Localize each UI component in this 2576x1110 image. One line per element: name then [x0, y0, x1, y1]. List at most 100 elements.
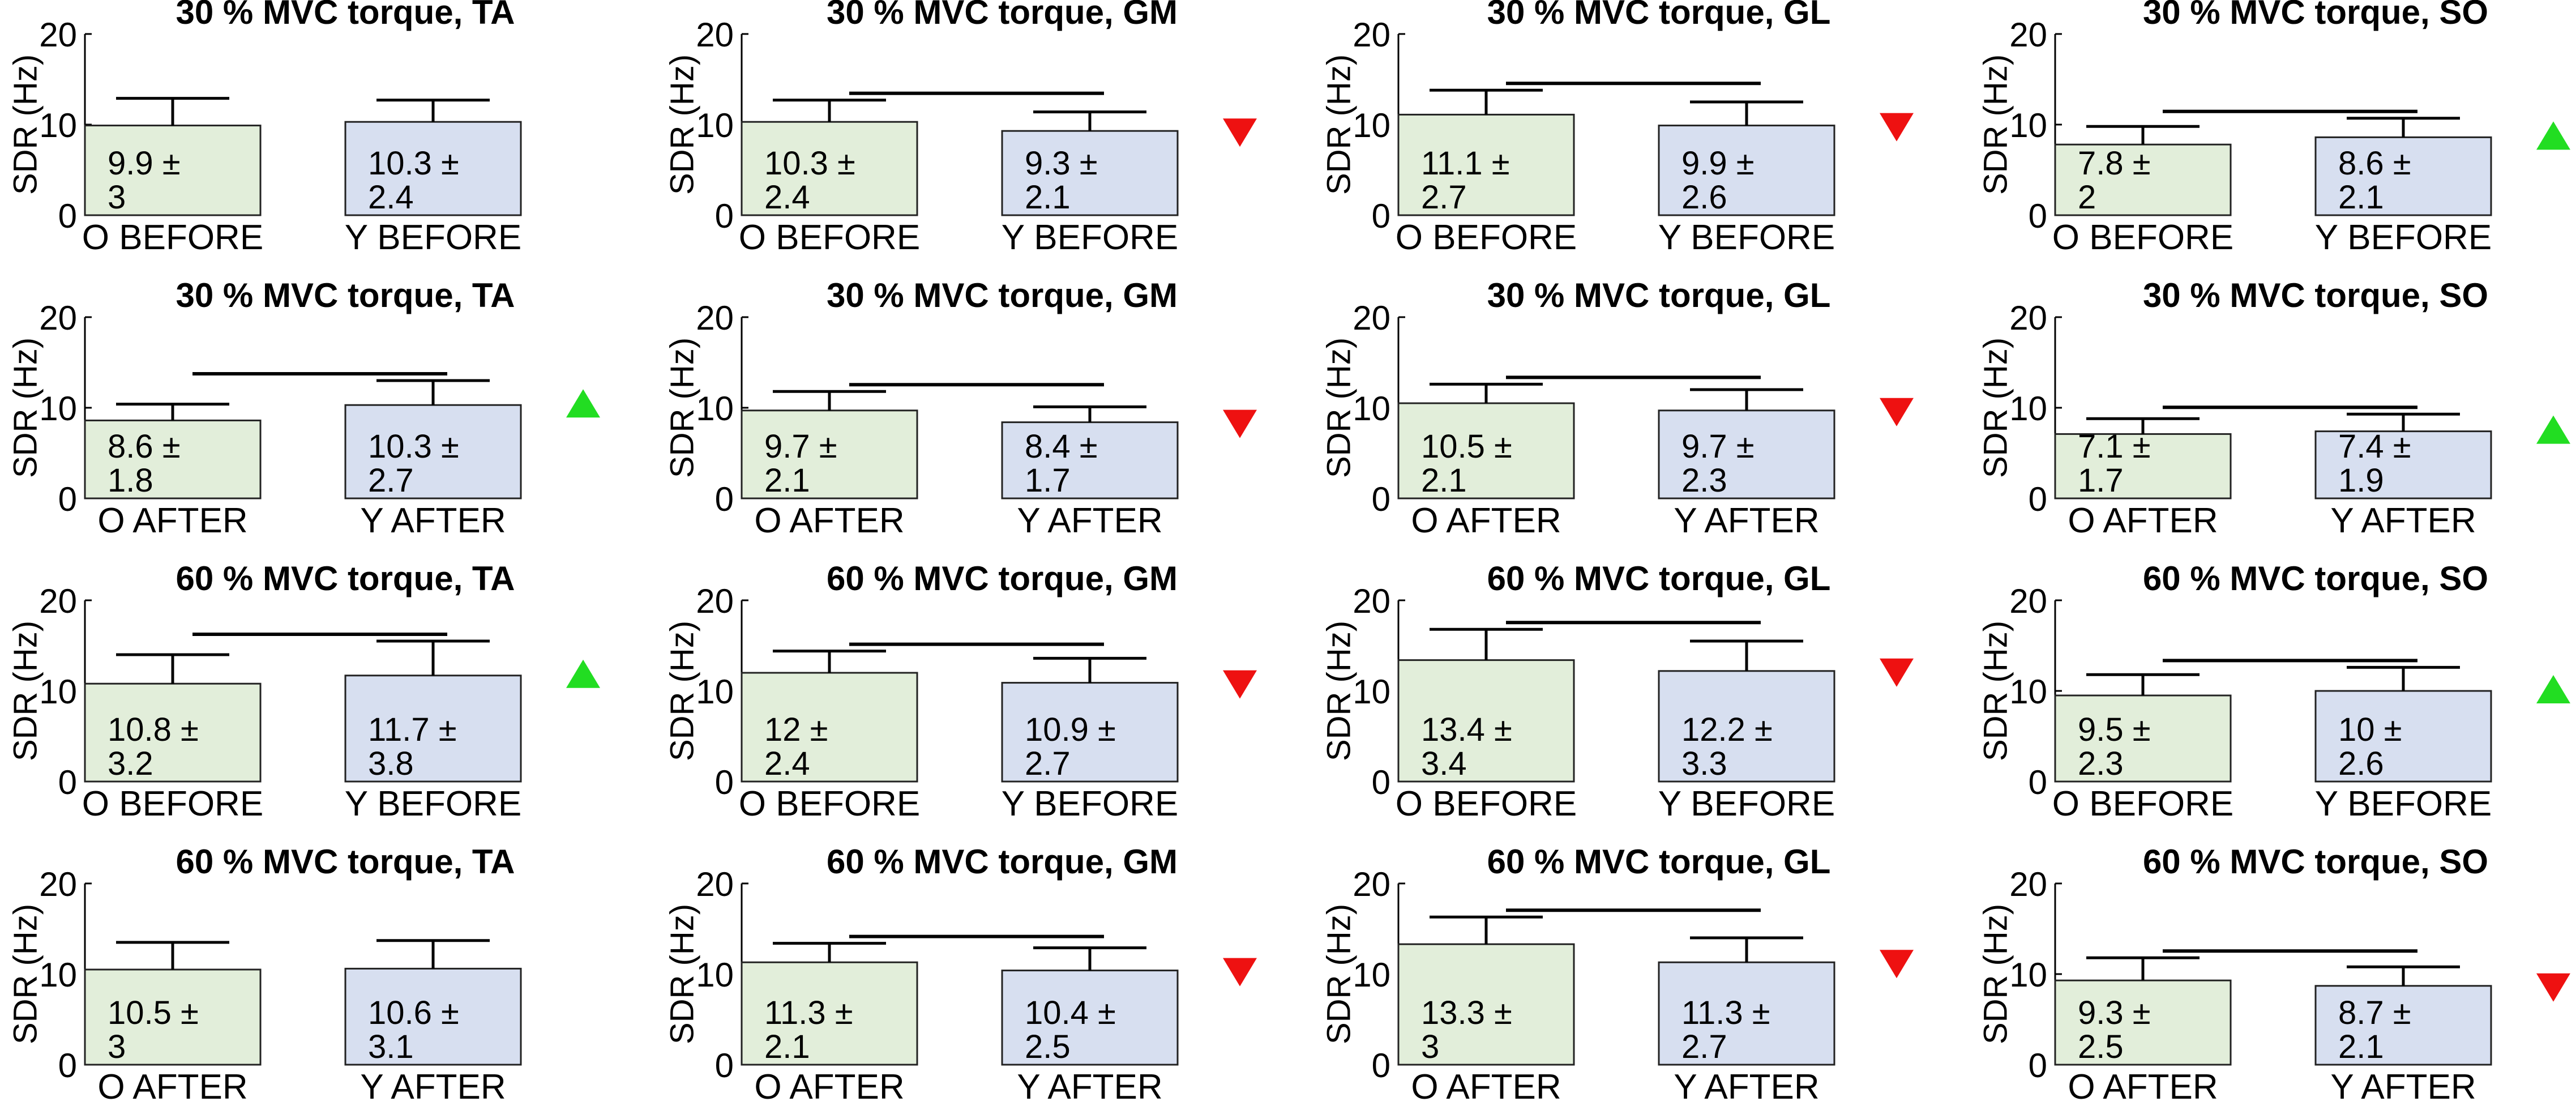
- decrease-marker-icon: [1880, 398, 1914, 426]
- bar-o: [1397, 402, 1575, 500]
- y-tick-label: 0: [58, 763, 77, 801]
- increase-marker-icon: [566, 659, 600, 688]
- category-label: Y AFTER: [1674, 501, 1819, 540]
- increase-marker-icon: [566, 389, 600, 418]
- bar-sd-label: 2.7: [368, 462, 414, 499]
- panel-title: 30 % MVC torque, GL: [1487, 0, 1831, 31]
- panel-title: 60 % MVC torque, GL: [1487, 560, 1831, 597]
- bar-value-label: 13.3 ±: [1421, 994, 1512, 1031]
- y-axis-label: SDR (Hz): [1978, 621, 2014, 761]
- y-tick-label: 0: [1372, 480, 1390, 518]
- bar-y: [2314, 985, 2492, 1066]
- y-tick-label: 20: [39, 299, 77, 337]
- panel-title: 60 % MVC torque, GM: [827, 560, 1178, 597]
- y-tick-label: 10: [696, 673, 734, 711]
- y-tick-label: 0: [715, 1047, 734, 1085]
- panel-6: 30 % MVC torque, GM SDR (Hz) 0 10 20 9.7 ±2.1…: [664, 276, 1257, 540]
- bar-value-label: 9.7 ±: [1681, 428, 1755, 465]
- panel-title: 60 % MVC torque, TA: [176, 560, 515, 597]
- bar-sd-label: 1.7: [1025, 462, 1071, 499]
- bar-sd-label: 2.4: [764, 179, 810, 216]
- category-label: O BEFORE: [2052, 218, 2233, 257]
- bar-o: [2054, 694, 2232, 783]
- category-label: O AFTER: [2068, 1068, 2218, 1107]
- bar-sd-label: 3.8: [368, 745, 414, 782]
- y-axis-label: SDR (Hz): [1321, 54, 1358, 195]
- y-tick-label: 10: [2009, 956, 2047, 994]
- bar-sd-label: 2.7: [1025, 745, 1071, 782]
- category-label: O AFTER: [97, 1068, 247, 1107]
- y-tick-label: 20: [696, 16, 734, 54]
- category-label: O AFTER: [1411, 1068, 1561, 1107]
- category-label: O BEFORE: [739, 784, 920, 823]
- category-label: Y AFTER: [1017, 501, 1162, 540]
- bar-value-label: 9.5 ±: [2078, 711, 2151, 748]
- y-tick-label: 20: [2009, 16, 2047, 54]
- bar-y: [1658, 961, 1835, 1066]
- category-label: O BEFORE: [82, 784, 263, 823]
- y-tick-label: 20: [1353, 16, 1390, 54]
- bar-sd-label: 2.1: [2338, 179, 2384, 216]
- bar-o: [741, 672, 918, 783]
- y-tick-label: 10: [39, 106, 77, 144]
- bar-value-label: 11.7 ±: [368, 711, 457, 748]
- panel-title: 30 % MVC torque, GM: [827, 276, 1178, 314]
- y-tick-label: 20: [2009, 299, 2047, 337]
- y-axis-label: SDR (Hz): [7, 621, 44, 761]
- bar-sd-label: 3.1: [368, 1028, 414, 1065]
- bar-y: [344, 967, 522, 1066]
- bar-sd-label: 3: [1421, 1028, 1439, 1065]
- category-label: O AFTER: [97, 501, 247, 540]
- category-label: Y BEFORE: [2315, 784, 2492, 823]
- panel-title: 30 % MVC torque, SO: [2143, 276, 2488, 314]
- bar-sd-label: 3.3: [1681, 745, 1727, 782]
- y-tick-label: 0: [58, 197, 77, 235]
- y-tick-label: 10: [1353, 390, 1390, 428]
- category-label: O AFTER: [1411, 501, 1561, 540]
- bar-value-label: 7.4 ±: [2338, 428, 2411, 465]
- bar-sd-label: 2.1: [1421, 462, 1467, 499]
- bar-sd-label: 3.4: [1421, 745, 1467, 782]
- bar-value-label: 8.6 ±: [2338, 145, 2411, 182]
- category-label: O BEFORE: [739, 218, 920, 257]
- bar-y: [1001, 421, 1179, 500]
- bar-value-label: 10.3 ±: [764, 145, 855, 182]
- bar-o: [84, 419, 262, 500]
- bar-value-label: 9.3 ±: [2078, 994, 2151, 1031]
- decrease-marker-icon: [1880, 113, 1914, 142]
- y-tick-label: 10: [696, 956, 734, 994]
- bar-value-label: 9.3 ±: [1025, 145, 1098, 182]
- bar-sd-label: 2.4: [764, 745, 810, 782]
- y-tick-label: 0: [2029, 763, 2047, 801]
- y-tick-label: 20: [39, 865, 77, 903]
- bar-y: [1658, 125, 1835, 216]
- bar-sd-label: 2.3: [2078, 745, 2124, 782]
- increase-marker-icon: [2536, 675, 2570, 703]
- bar-value-label: 10.5 ±: [108, 994, 199, 1031]
- bar-value-label: 7.8 ±: [2078, 145, 2151, 182]
- bar-value-label: 10 ±: [2338, 711, 2402, 748]
- bar-value-label: 10.9 ±: [1025, 711, 1116, 748]
- decrease-marker-icon: [1223, 958, 1257, 987]
- y-tick-label: 20: [1353, 299, 1390, 337]
- decrease-marker-icon: [1223, 409, 1257, 438]
- y-tick-label: 0: [1372, 197, 1390, 235]
- y-axis-label: SDR (Hz): [1321, 904, 1358, 1044]
- decrease-marker-icon: [1880, 658, 1914, 687]
- bar-value-label: 10.5 ±: [1421, 428, 1512, 465]
- bar-o: [2054, 433, 2232, 500]
- panel-title: 30 % MVC torque, TA: [176, 276, 515, 314]
- category-label: O AFTER: [754, 1068, 904, 1107]
- decrease-marker-icon: [2536, 973, 2570, 1002]
- bar-sd-label: 1.8: [108, 462, 153, 499]
- panel-12: 60 % MVC torque, SO SDR (Hz) 0 10 20 9.5 ±2.3…: [1978, 560, 2570, 823]
- y-tick-label: 0: [2029, 197, 2047, 235]
- category-label: Y AFTER: [2330, 501, 2476, 540]
- bar-value-label: 12 ±: [764, 711, 828, 748]
- panel-5: 30 % MVC torque, TA SDR (Hz) 0 10 20 8.6 ±1.8…: [7, 276, 600, 540]
- y-tick-label: 0: [2029, 480, 2047, 518]
- y-tick-label: 10: [2009, 673, 2047, 711]
- increase-marker-icon: [2536, 121, 2570, 150]
- y-tick-label: 10: [696, 106, 734, 144]
